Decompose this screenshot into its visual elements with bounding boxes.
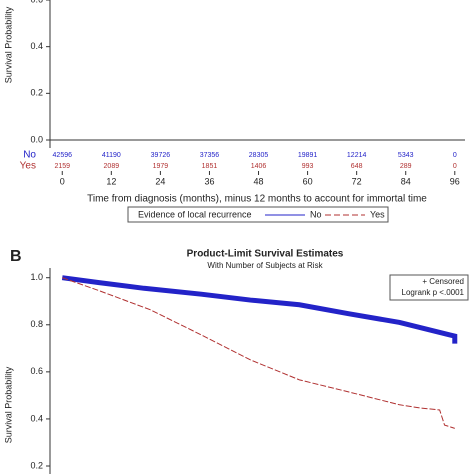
y-axis-label: Survival Probability (3, 6, 13, 83)
x-tick-label: 84 (401, 176, 411, 186)
risk-count: 2159 (54, 163, 70, 170)
risk-count: 37356 (200, 152, 220, 159)
risk-count: 28305 (249, 152, 269, 159)
risk-count: 993 (302, 163, 314, 170)
survival-curve (61, 275, 458, 344)
chart-title: Product-Limit Survival Estimates (187, 249, 344, 260)
risk-count: 42596 (53, 152, 73, 159)
risk-count: 41190 (102, 152, 121, 159)
legend-text: + Censored (422, 277, 464, 286)
survival-curve (62, 277, 455, 429)
y-tick-label: 0.0 (30, 134, 43, 144)
risk-count: 39726 (151, 152, 171, 159)
legend-text: Logrank p <.0001 (402, 288, 465, 297)
y-tick-label: 1.0 (30, 272, 43, 282)
legend-box (127, 206, 389, 223)
risk-count: 12214 (347, 152, 367, 159)
y-axis-label: Survival Probability (3, 366, 13, 443)
y-tick-label: 0.4 (30, 413, 43, 423)
risk-count: 0 (453, 163, 457, 170)
risk-row-label: No (23, 150, 36, 161)
y-tick-label: 0.8 (30, 319, 43, 329)
x-tick-label: 48 (254, 176, 264, 186)
x-tick-label: 24 (155, 176, 165, 186)
x-tick-label: 12 (106, 176, 116, 186)
legend-label: Yes (370, 209, 385, 219)
x-tick-label: 0 (60, 176, 65, 186)
x-tick-label: 96 (450, 176, 460, 186)
risk-count: 648 (351, 163, 363, 170)
x-tick-label: 60 (303, 176, 313, 186)
chart-subtitle: With Number of Subjects at Risk (207, 261, 323, 270)
risk-row-label: Yes (20, 161, 36, 172)
risk-count: 19891 (298, 152, 318, 159)
legend-label: No (310, 209, 322, 219)
y-tick-label: 0.2 (30, 88, 43, 98)
risk-count: 289 (400, 163, 412, 170)
x-tick-label: 36 (204, 176, 214, 186)
x-axis-label: Time from diagnosis (months), minus 12 m… (87, 194, 427, 205)
legend-box (389, 274, 469, 301)
legend-title: Evidence of local recurrence (138, 209, 252, 219)
risk-count: 1851 (202, 163, 218, 170)
y-tick-label: 0.4 (30, 41, 43, 51)
x-tick-label: 72 (352, 176, 362, 186)
risk-count: 0 (453, 152, 457, 159)
y-tick-label: 0.6 (30, 0, 43, 4)
y-tick-label: 0.6 (30, 366, 43, 376)
risk-count: 1406 (251, 163, 267, 170)
risk-count: 1979 (153, 163, 169, 170)
panel-label: B (10, 248, 22, 265)
risk-count: 2089 (104, 163, 120, 170)
risk-count: 5343 (398, 152, 414, 159)
y-tick-label: 0.2 (30, 460, 43, 470)
